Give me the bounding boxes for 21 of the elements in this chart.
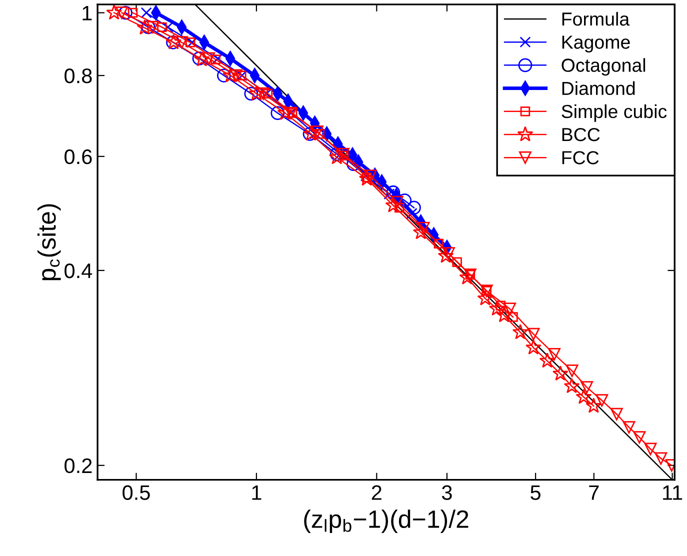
x-tick-label: 5 bbox=[530, 485, 540, 500]
legend-label: Octagonal bbox=[562, 58, 646, 76]
y-tick-label: 1 bbox=[82, 6, 92, 20]
legend-label: BCC bbox=[562, 128, 600, 142]
y-tick-label: 0.6 bbox=[64, 149, 92, 164]
legend-label: FCC bbox=[562, 151, 599, 164]
y-tick-label: 0.2 bbox=[64, 458, 92, 474]
x-tick-label: 0.5 bbox=[122, 485, 150, 500]
y-tick-label: 0.4 bbox=[64, 263, 92, 278]
x-tick-label: 2 bbox=[372, 485, 382, 500]
legend-label: Diamond bbox=[562, 81, 635, 96]
x-tick-label: 7 bbox=[589, 485, 599, 500]
x-tick-label: 3 bbox=[442, 485, 452, 500]
legend-label: Kagome bbox=[562, 36, 630, 53]
y-tick-label: 0.8 bbox=[64, 68, 92, 84]
y-axis-title: p$_{c}$(site) bbox=[37, 204, 61, 280]
legend-label: Formula bbox=[562, 12, 630, 26]
x-tick-label: 11 bbox=[663, 485, 682, 500]
x-axis-title: (z$_{l}$p$_{b}$−1)(d−1)/2 bbox=[304, 510, 468, 533]
legend-label: Simple cubic bbox=[562, 104, 667, 122]
x-tick-label: 1 bbox=[252, 485, 262, 500]
